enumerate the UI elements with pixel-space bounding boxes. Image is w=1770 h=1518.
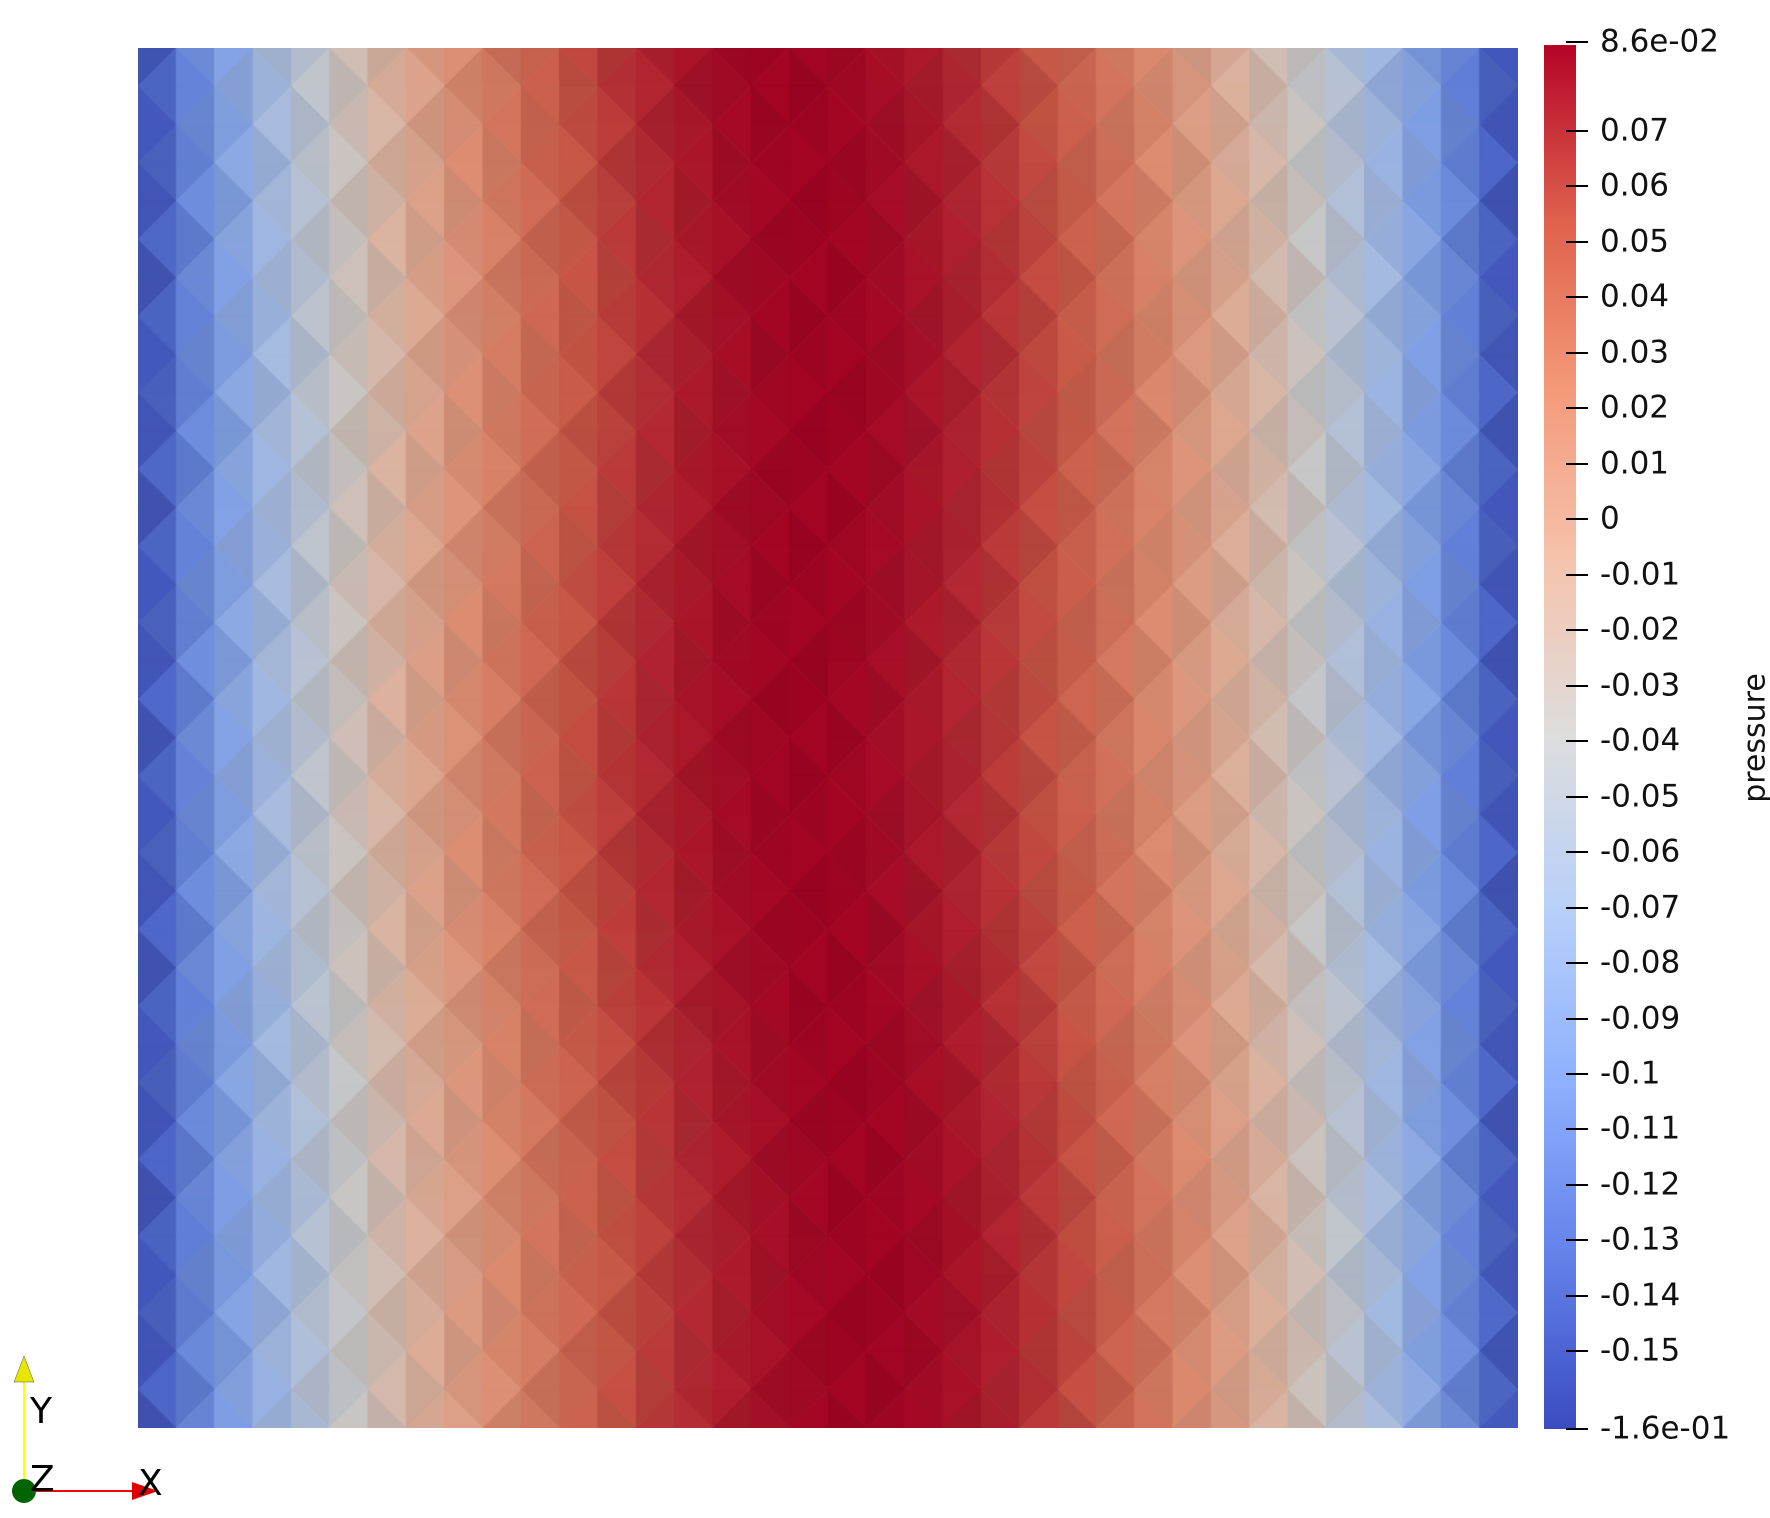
x-axis-arrow-icon	[132, 1482, 158, 1500]
scalar-bar-tick	[1566, 795, 1588, 798]
scalar-bar-tick-label: -0.12	[1600, 1166, 1681, 1203]
scalar-bar-tick	[1566, 1350, 1588, 1353]
scalar-bar-tick	[1566, 518, 1588, 521]
scalar-bar-tick	[1566, 906, 1588, 909]
scalar-bar-tick-label: -0.13	[1600, 1221, 1681, 1258]
scalar-bar-tick	[1566, 407, 1588, 410]
scalar-bar-tick	[1566, 1072, 1588, 1075]
scalar-bar-tick-label: -0.02	[1600, 611, 1681, 648]
scalar-bar-tick-label: -0.09	[1600, 1000, 1681, 1036]
scalar-bar-tick	[1566, 851, 1588, 854]
z-axis-label: Z	[30, 1459, 55, 1500]
scalar-bar-tick	[1566, 1294, 1588, 1297]
scalar-bar-tick	[1566, 684, 1588, 687]
scalar-bar-tick-label: 0.02	[1600, 389, 1670, 426]
scalar-bar-gradient	[1544, 45, 1576, 1429]
scalar-bar-tick	[1566, 462, 1588, 465]
scalar-bar-tick-label: -0.07	[1600, 889, 1681, 926]
scalar-bar-tick	[1566, 1239, 1588, 1242]
z-axis-origin-icon	[12, 1479, 36, 1503]
scalar-bar-tick-label: -0.1	[1600, 1055, 1661, 1092]
scalar-bar-title: pressure	[1737, 673, 1770, 803]
scalar-bar-tick	[1566, 41, 1588, 44]
scalar-bar-tick	[1566, 573, 1588, 576]
scalar-bar-tick-label: 0.03	[1600, 334, 1670, 371]
scalar-bar-tick-label: -0.08	[1600, 944, 1681, 981]
scalar-bar-tick	[1566, 962, 1588, 965]
x-axis-label: X	[138, 1463, 163, 1504]
scalar-bar-tick-label: -1.6e-01	[1600, 1410, 1731, 1447]
scalar-bar-tick-label: 0	[1600, 500, 1620, 537]
scalar-bar-tick	[1566, 1428, 1588, 1430]
scalar-bar-tick-label: -0.04	[1600, 722, 1681, 759]
scalar-bar-tick-label: 0.05	[1600, 223, 1670, 260]
scalar-bar-tick-label: 0.04	[1600, 278, 1670, 315]
scalar-bar-tick-label: 0.07	[1600, 112, 1670, 149]
scalar-bar-tick	[1566, 185, 1588, 188]
scalar-bar-tick	[1566, 129, 1588, 132]
scalar-bar-tick-label: -0.01	[1600, 556, 1681, 593]
scalar-bar-tick-label: -0.15	[1600, 1332, 1681, 1369]
orientation-axes	[12, 1355, 158, 1503]
scalar-bar-tick-label: 0.01	[1600, 445, 1670, 482]
scalar-bar-tick	[1566, 351, 1588, 354]
scalar-bar-tick	[1566, 1128, 1588, 1131]
scalar-bar-tick	[1566, 629, 1588, 632]
y-axis-arrow-icon	[13, 1355, 35, 1383]
scalar-bar-tick	[1566, 240, 1588, 243]
scalar-bar-tick	[1566, 1017, 1588, 1020]
pressure-field-mesh[interactable]	[138, 48, 1518, 1428]
y-axis-label: Y	[30, 1391, 52, 1432]
scalar-bar-tick-label: -0.03	[1600, 667, 1681, 704]
scalar-bar-tick-label: 0.06	[1600, 167, 1670, 204]
scalar-bar-tick-label: -0.14	[1600, 1277, 1681, 1314]
scalar-bar-tick-label: -0.11	[1600, 1110, 1681, 1147]
scalar-bar-tick-label: -0.05	[1600, 778, 1681, 815]
scalar-bar-tick	[1566, 740, 1588, 743]
scalar-bar-tick	[1566, 296, 1588, 299]
scalar-bar-tick-label: 8.6e-02	[1600, 23, 1720, 60]
scalar-bar-tick-label: -0.06	[1600, 833, 1681, 870]
scalar-bar-tick	[1566, 1183, 1588, 1186]
